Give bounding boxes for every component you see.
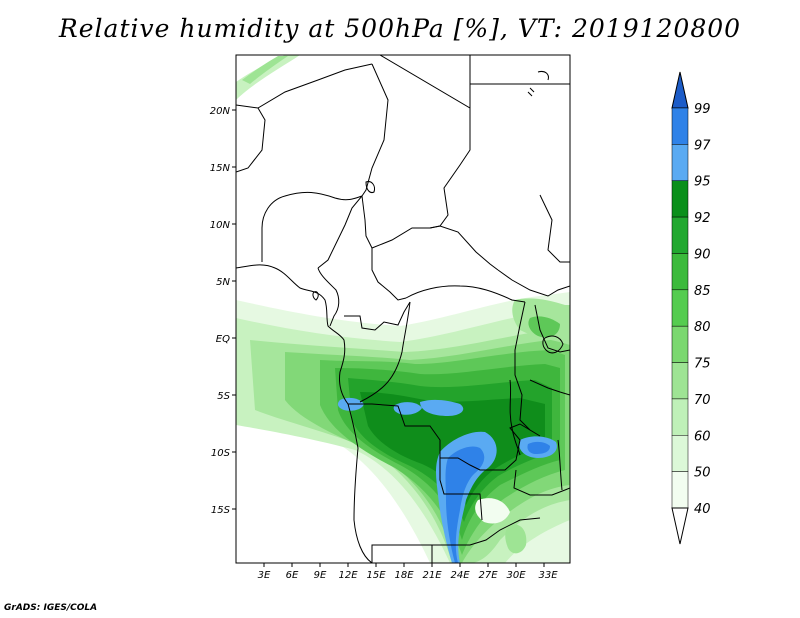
lat-label-10s: 10S [211, 448, 231, 459]
map-frame [235, 54, 571, 564]
lat-label-5n: 5N [216, 277, 230, 288]
humidity-field [236, 55, 570, 563]
rh-east-highlands-inner [528, 316, 560, 338]
colorbar-segment [671, 398, 689, 436]
lon-label-18e: 18E [394, 570, 414, 581]
colorbar-label: 92 [694, 211, 711, 226]
colorbar-segment [671, 471, 689, 509]
rh-se-patch-2 [505, 524, 527, 554]
colorbar-label: 75 [694, 357, 711, 372]
lon-label-12e: 12E [338, 570, 358, 581]
border-libya-egypt [469, 83, 570, 108]
rh-core-blob-e [393, 402, 422, 415]
colorbar-segment [671, 435, 689, 472]
border-algeria-niger [236, 63, 373, 109]
colorbar-top-arrow [671, 71, 689, 109]
rh-nw-streak-inner [242, 56, 288, 84]
border-sudan-ethiopia [539, 194, 570, 263]
lat-label-15s: 15S [211, 505, 231, 516]
colorbar-bottom-arrow [671, 507, 689, 545]
border-botswana [432, 517, 541, 546]
border-chad-sudan [429, 108, 471, 229]
colorbar-label: 99 [694, 102, 711, 117]
lake-malawi [557, 439, 563, 491]
lat-label-15n: 15N [210, 163, 231, 174]
lat-label-5s: 5S [217, 391, 230, 402]
lake-tanganyika [509, 379, 521, 456]
border-cameroon-chad [361, 195, 407, 301]
grads-credit: GrADS: IGES/COLA [4, 603, 98, 613]
lon-label-33e: 33E [538, 570, 558, 581]
border-niger-chad [317, 63, 389, 269]
lon-label-3e: 3E [258, 570, 271, 581]
colorbar-label: 90 [694, 247, 711, 262]
colorbar-segment [671, 362, 689, 400]
lake-victoria [542, 335, 564, 354]
rh-core-blob-a [420, 399, 464, 416]
border-chad-car [371, 225, 499, 271]
border-tanzania [529, 379, 570, 396]
border-mali-niger [236, 107, 266, 173]
border-zambia-east [513, 469, 570, 496]
colorbar-segment [671, 216, 689, 254]
lat-label-10n: 10N [210, 220, 231, 231]
nile-marks [527, 71, 549, 97]
political-boundaries [236, 55, 570, 563]
bioko-island [312, 291, 319, 301]
border-angola-zambia [439, 458, 483, 521]
border-cameroon-nigeria [317, 267, 340, 327]
coastline-gulf-of-guinea [236, 264, 373, 563]
lon-label-27e: 27E [478, 570, 498, 581]
lon-label-9e: 9E [314, 570, 327, 581]
lat-label-20n: 20N [210, 106, 231, 117]
border-libya-chad [379, 55, 471, 109]
colorbar-label: 60 [694, 429, 711, 444]
rh-core-blob-c [527, 441, 550, 454]
colorbar-segment [671, 289, 689, 327]
border-namibia [371, 544, 433, 563]
rh-se-patch [475, 498, 510, 524]
colorbar-label: 97 [694, 138, 711, 153]
border-gabon-congo [344, 301, 411, 331]
colorbar-label: 80 [694, 320, 711, 335]
colorbar-segment [671, 325, 689, 363]
border-drc-angola [348, 403, 492, 471]
lon-label-24e: 24E [450, 570, 470, 581]
border-uganda-kenya [534, 304, 570, 353]
colorbar-segment [671, 144, 689, 181]
lon-label-30e: 30E [506, 570, 526, 581]
longitude-axis: 3E 6E 9E 12E 15E 18E 21E 24E 27E 30E 33E [258, 563, 558, 581]
lat-label-eq: EQ [216, 334, 230, 345]
colorbar: 99 97 95 92 90 85 80 75 70 60 50 40 [671, 71, 711, 545]
border-south-sudan [497, 269, 570, 297]
rh-core-97 [445, 446, 485, 563]
border-car-drc [405, 285, 526, 303]
border-niger-nigeria [261, 191, 363, 262]
lon-label-6e: 6E [286, 570, 299, 581]
latitude-axis: 20N 15N 10N 5N EQ 5S 10S 15S [210, 106, 236, 516]
colorbar-segment [671, 107, 689, 145]
colorbar-segment [671, 180, 689, 218]
border-east-africa-rift [514, 301, 531, 431]
colorbar-label: 95 [694, 175, 711, 190]
lon-label-21e: 21E [422, 570, 442, 581]
border-congo-drc [359, 301, 411, 403]
map-title: Relative humidity at 500hPa [%], VT: 201… [58, 14, 742, 43]
colorbar-label: 50 [694, 466, 711, 481]
lake-chad [365, 181, 375, 193]
colorbar-label: 85 [694, 284, 711, 299]
lon-label-15e: 15E [366, 570, 386, 581]
colorbar-label: 70 [694, 393, 711, 408]
colorbar-label: 40 [694, 502, 711, 517]
colorbar-segment [671, 253, 689, 291]
